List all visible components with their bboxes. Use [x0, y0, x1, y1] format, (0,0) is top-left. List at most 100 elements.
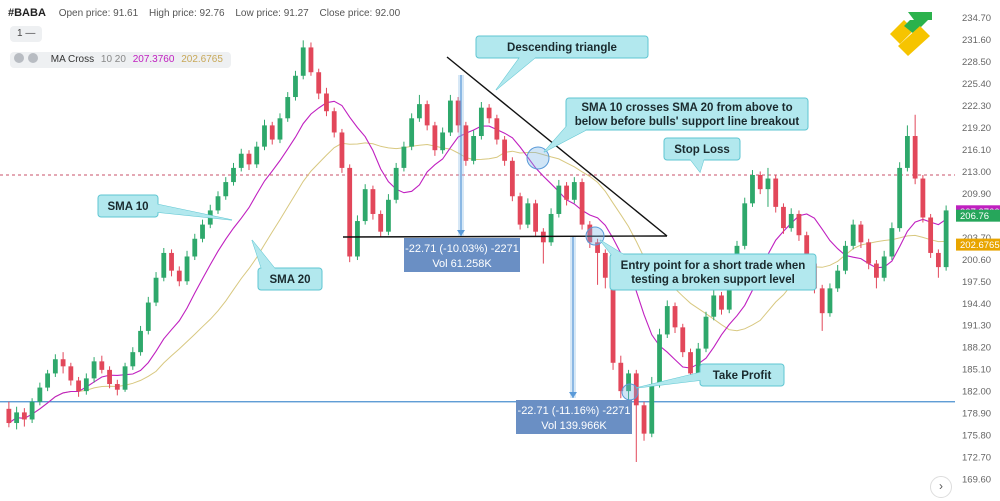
candle-body: [556, 185, 562, 214]
candle-body: [874, 263, 879, 278]
y-tick-label: 185.10: [962, 365, 991, 376]
price-label: 202.6765: [960, 240, 1000, 251]
candle-body: [633, 373, 639, 406]
candle: [920, 174, 926, 223]
candle-body: [587, 224, 593, 243]
candle-body: [223, 182, 229, 197]
candle: [695, 342, 701, 377]
candle-body: [153, 277, 159, 303]
candle-body: [184, 256, 190, 282]
callout-pointer-fill: [544, 120, 586, 152]
candle: [556, 179, 562, 218]
candle-body: [843, 245, 848, 271]
callout-box: [475, 35, 649, 59]
candle: [76, 376, 81, 397]
chevron-right-icon[interactable]: ›: [930, 476, 952, 498]
candle-body: [819, 288, 825, 314]
candle: [378, 210, 384, 237]
candle-body: [695, 348, 701, 374]
interval-control[interactable]: 1 —: [10, 26, 43, 42]
candle-body: [525, 203, 531, 225]
candle: [29, 398, 35, 424]
candle-body: [60, 359, 66, 367]
candle: [564, 182, 569, 206]
price-axis: 234.70 231.60 228.50 225.40 222.30 219.20 216.…: [955, 0, 1000, 501]
candle-body: [904, 136, 910, 168]
candle-body: [897, 167, 903, 229]
chart-header: #BABA Open price: 91.61 High price: 92.7…: [8, 7, 408, 19]
candle: [130, 347, 136, 370]
candle: [269, 121, 275, 145]
candle-body: [122, 366, 128, 390]
callout-sma20: SMA 20: [251, 239, 323, 291]
candle-body: [339, 132, 345, 168]
candle: [114, 379, 120, 396]
candle: [579, 178, 585, 230]
measure-text-1: -22.71 (-10.03%) -2271: [405, 243, 519, 255]
candle-body: [91, 361, 97, 379]
candle: [145, 296, 151, 335]
candle-body: [145, 302, 151, 331]
candle: [788, 208, 794, 232]
candle: [324, 87, 329, 117]
measure-arrow: [457, 230, 465, 236]
candle-body: [502, 139, 508, 161]
candle: [719, 291, 724, 315]
candle: [401, 141, 407, 172]
candle: [277, 113, 283, 144]
candle: [37, 382, 43, 406]
candle-body: [571, 182, 577, 200]
drawings: [342, 56, 668, 401]
candle-body: [850, 224, 856, 246]
candle: [680, 323, 686, 358]
candle-body: [293, 75, 298, 98]
candle-body: [928, 217, 934, 253]
candle-body: [773, 178, 779, 207]
candle-body: [455, 100, 461, 126]
candle-body: [866, 242, 872, 264]
candle-body: [393, 167, 399, 200]
callout-stop-loss: Stop Loss: [663, 137, 741, 174]
candle: [122, 362, 128, 392]
candle: [153, 272, 159, 307]
candle: [138, 325, 143, 356]
candle: [874, 260, 879, 289]
candle-body: [417, 104, 422, 119]
candle-body: [45, 373, 51, 388]
candle: [285, 92, 291, 122]
candle: [478, 101, 484, 140]
candle-body: [14, 412, 20, 424]
candle-body: [254, 146, 260, 165]
gear-icon[interactable]: [28, 53, 38, 63]
y-tick-label: 172.70: [962, 453, 991, 464]
candle: [657, 328, 662, 388]
y-tick-label: 194.40: [962, 299, 991, 310]
candle: [99, 355, 105, 374]
candle-body: [943, 210, 949, 268]
measure-2: -22.71 (-11.16%) -2271 Vol 139.966K: [516, 237, 632, 434]
indicator-legend[interactable]: MA Cross 10 20 207.3760 202.6765: [10, 52, 231, 68]
candle: [858, 221, 864, 248]
y-tick-label: 178.90: [962, 409, 991, 420]
callout-descending-triangle: Descending triangle: [475, 35, 649, 91]
y-tick-label: 203.70: [962, 233, 991, 244]
candle-body: [447, 100, 453, 133]
candle: [688, 348, 693, 379]
callout-sma-cross: SMA 10 crosses SMA 20 from above to below…: [543, 97, 809, 153]
candle-body: [440, 132, 446, 151]
close-icon[interactable]: [14, 53, 24, 63]
candle-body: [285, 97, 291, 119]
y-tick-label: 191.30: [962, 321, 991, 332]
candle-body: [657, 334, 662, 385]
candle-body: [52, 359, 58, 374]
candle: [386, 194, 391, 236]
candle: [773, 174, 779, 213]
callout-pointer-fill: [252, 240, 276, 270]
candle: [509, 157, 515, 202]
candle: [703, 311, 709, 353]
candle: [664, 300, 670, 338]
candle: [866, 238, 872, 270]
candle: [843, 240, 848, 275]
